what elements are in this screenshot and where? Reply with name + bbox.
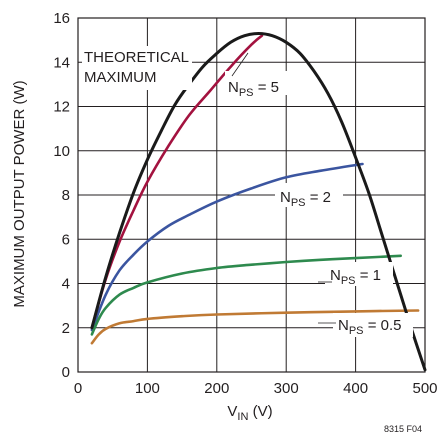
note-background (82, 46, 192, 90)
y-tick-label: 12 (53, 99, 70, 116)
grid (77, 17, 426, 373)
nps05-label-sub: PS (349, 325, 364, 337)
curves (90, 32, 427, 372)
y-tick-label: 16 (53, 10, 70, 27)
nps05-label-main: N (338, 317, 349, 334)
y-tick-label: 0 (62, 364, 70, 381)
x-tick-label: 200 (204, 380, 229, 397)
x-tick-label: 0 (74, 380, 82, 397)
x-axis-label-main: V (227, 403, 237, 420)
theoretical-curve (90, 32, 427, 372)
nps2-curve (90, 162, 364, 332)
nps05-annotation: NPS = 0.5 (318, 313, 413, 337)
note-line-1: THEORETICAL (84, 49, 189, 66)
nps2-annotation: NPS = 2 (275, 183, 343, 209)
x-axis-label-sub: IN (237, 411, 248, 423)
y-tick-label: 8 (62, 187, 70, 204)
x-axis-label: VIN (V) (227, 403, 272, 423)
figure-code: 8315 F04 (384, 424, 422, 434)
nps5-label-sub: PS (239, 87, 254, 99)
nps2-label-main: N (280, 189, 291, 206)
svg-text:NPS = 1: NPS = 1 (330, 267, 381, 287)
plot-frame (77, 17, 426, 373)
nps1-label-sub: PS (341, 275, 356, 287)
y-tick-label: 4 (62, 276, 70, 293)
nps1-annotation: NPS = 1 (318, 262, 393, 287)
nps5-label-tail: = 5 (254, 79, 279, 96)
y-axis-label: MAXIMUM OUTPUT POWER (W) (11, 80, 28, 307)
nps5-curve (90, 34, 264, 330)
nps2-label-tail: = 2 (306, 189, 331, 206)
tick-labels: 0 100 200 300 400 500 0 2 4 6 8 10 12 14 16 (53, 10, 437, 397)
x-tick-label: 100 (135, 380, 160, 397)
x-tick-label: 300 (274, 380, 299, 397)
note-line-2: MAXIMUM (84, 69, 157, 86)
y-tick-label: 10 (53, 143, 70, 160)
nps05-label-tail: = 0.5 (364, 317, 402, 334)
x-tick-label: 500 (412, 380, 437, 397)
nps2-label-sub: PS (291, 197, 306, 209)
nps5-label-main: N (228, 79, 239, 96)
nps5-annotation: NPS = 5 (225, 52, 293, 99)
nps1-curve (90, 254, 402, 336)
x-tick-label: 400 (343, 380, 368, 397)
svg-text:NPS = 0.5: NPS = 0.5 (338, 317, 401, 337)
y-tick-label: 2 (62, 320, 70, 337)
nps1-label-tail: = 1 (356, 267, 381, 284)
nps1-label-main: N (330, 267, 341, 284)
x-axis-label-unit: (V) (248, 403, 272, 420)
y-tick-label: 14 (53, 54, 70, 71)
y-tick-label: 6 (62, 231, 70, 248)
svg-text:NPS = 5: NPS = 5 (228, 79, 279, 99)
svg-text:NPS = 2: NPS = 2 (280, 189, 331, 209)
nps05-curve (90, 309, 420, 345)
